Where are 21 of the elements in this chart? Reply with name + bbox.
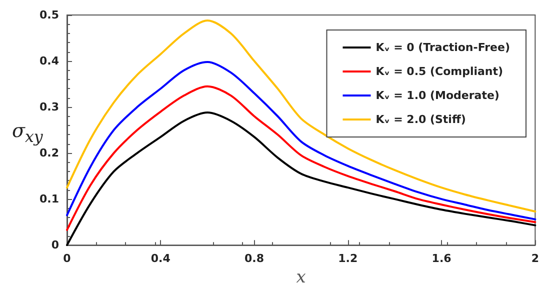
x-axis-title: x [296, 268, 306, 288]
y-tick-label: 0.1 [40, 192, 59, 206]
y-axis-title: σ$_{xy}$ [12, 120, 43, 146]
x-tick-label: 1.6 [432, 252, 452, 266]
x-tick-label: 0.4 [150, 252, 171, 266]
x-tick-label: 0.8 [244, 252, 264, 266]
y-tick-label: 0.5 [40, 8, 59, 22]
y-tick-label: 0.2 [40, 146, 59, 160]
y-tick-label: 0 [51, 238, 60, 252]
line-series [66, 60, 536, 220]
x-tick-label: 2 [531, 252, 539, 266]
legend-label: Kᵥ = 0.5 (Compliant) [376, 65, 504, 78]
legend-label: Kᵥ = 2.0 (Stiff) [376, 113, 466, 126]
legend-label: Kᵥ = 1.0 (Moderate) [376, 89, 500, 102]
x-tick-label: 0 [63, 252, 72, 266]
y-tick-label: 0.3 [40, 100, 59, 114]
legend-label: Kᵥ = 0 (Traction-Free) [376, 41, 510, 54]
x-tick-label: 1.2 [338, 252, 358, 266]
y-tick-label: 0.4 [40, 54, 60, 68]
line-series [66, 85, 536, 231]
line-series [66, 20, 536, 213]
